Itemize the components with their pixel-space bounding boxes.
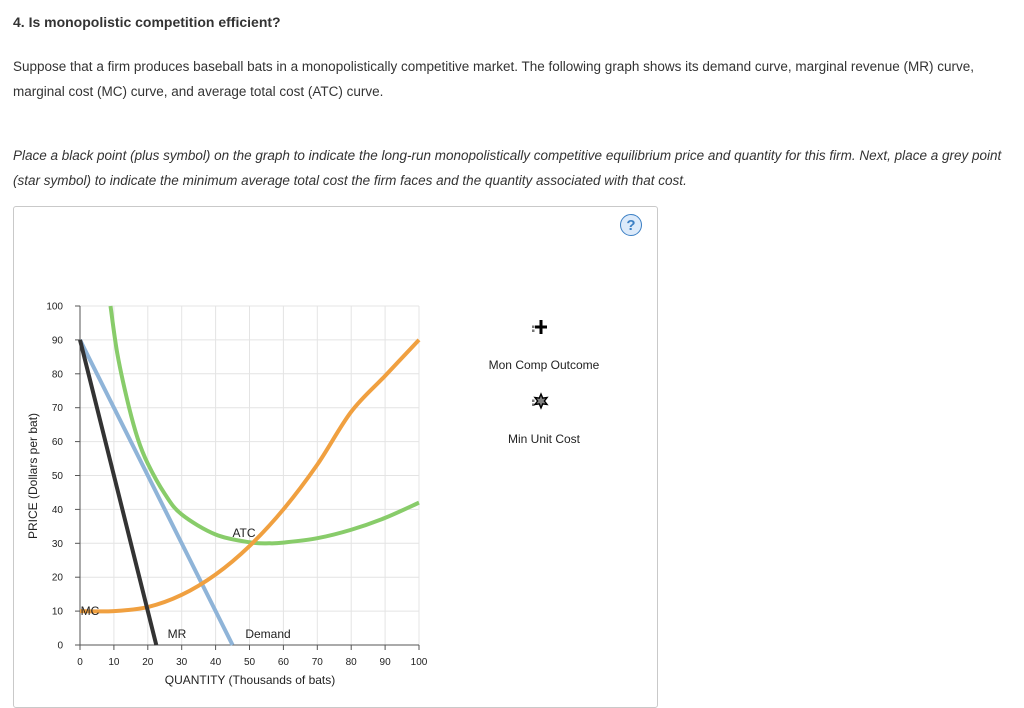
y-tick-label: 60 bbox=[52, 437, 64, 448]
curve-labels: MC ATC Demand MR bbox=[81, 526, 291, 641]
series-demand-line[interactable] bbox=[78, 339, 235, 646]
curve-label-mc: MC bbox=[81, 604, 100, 618]
star-marker-icon bbox=[533, 392, 549, 410]
x-tick-label: 90 bbox=[380, 657, 392, 668]
legend[interactable]: Mon Comp Outcome Min Unit Cost bbox=[489, 320, 600, 446]
y-tick-label: 50 bbox=[52, 471, 64, 482]
y-tick-label: 10 bbox=[52, 607, 64, 618]
drag-handle-icon bbox=[532, 329, 535, 332]
legend-label: Mon Comp Outcome bbox=[489, 358, 600, 372]
axes: 0 10 20 30 40 50 60 70 80 90 100 0 10 20 30 40 50 60 70 80 9… bbox=[26, 302, 428, 688]
question-intro: Suppose that a firm produces baseball ba… bbox=[13, 59, 974, 99]
x-tick-label: 30 bbox=[176, 657, 188, 668]
x-tick-label: 100 bbox=[411, 657, 428, 668]
x-tick-label: 10 bbox=[108, 657, 120, 668]
series-atc-line[interactable] bbox=[108, 305, 420, 546]
series-mr-line[interactable] bbox=[78, 339, 159, 646]
x-tick-label: 80 bbox=[346, 657, 358, 668]
x-tick-label: 60 bbox=[278, 657, 290, 668]
y-tick-label: 80 bbox=[52, 369, 64, 380]
legend-mon-comp-outcome[interactable]: Mon Comp Outcome bbox=[489, 320, 600, 372]
curve-label-mr: MR bbox=[168, 627, 187, 641]
y-tick-label: 100 bbox=[46, 302, 63, 313]
y-tick-label: 70 bbox=[52, 403, 64, 414]
x-tick-label: 0 bbox=[77, 657, 83, 668]
curve-label-demand: Demand bbox=[245, 627, 290, 641]
y-tick-label: 20 bbox=[52, 573, 64, 584]
plus-marker-icon bbox=[535, 320, 547, 334]
curve-label-atc: ATC bbox=[232, 526, 255, 540]
graph-panel bbox=[13, 206, 658, 708]
help-icon[interactable]: ? bbox=[620, 214, 642, 236]
drag-handle-icon bbox=[532, 399, 535, 402]
legend-min-unit-cost[interactable]: Min Unit Cost bbox=[508, 392, 581, 446]
series-mc-line[interactable] bbox=[79, 338, 421, 614]
y-tick-label: 90 bbox=[52, 335, 64, 346]
x-tick-label: 50 bbox=[244, 657, 256, 668]
y-tick-label: 40 bbox=[52, 505, 64, 516]
drag-handle-icon bbox=[532, 403, 535, 406]
x-tick-label: 70 bbox=[312, 657, 324, 668]
grid bbox=[80, 305, 420, 645]
drag-handle-icon bbox=[532, 325, 535, 328]
series[interactable] bbox=[78, 305, 421, 646]
question-title: 4. Is monopolistic competition efficient… bbox=[13, 14, 281, 30]
x-tick-label: 40 bbox=[210, 657, 222, 668]
x-tick-label: 20 bbox=[142, 657, 154, 668]
x-axis-title: QUANTITY (Thousands of bats) bbox=[165, 673, 336, 687]
y-tick-label: 0 bbox=[57, 641, 63, 652]
question-instructions: Place a black point (plus symbol) on the… bbox=[13, 148, 1002, 188]
legend-label: Min Unit Cost bbox=[508, 432, 581, 446]
y-axis-title: PRICE (Dollars per bat) bbox=[26, 413, 40, 539]
y-tick-label: 30 bbox=[52, 539, 64, 550]
